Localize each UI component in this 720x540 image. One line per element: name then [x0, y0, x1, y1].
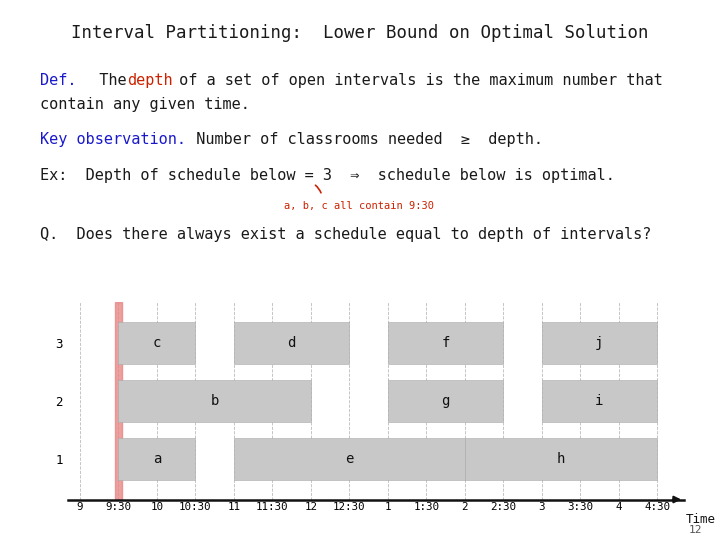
Text: Q.  Does there always exist a schedule equal to depth of intervals?: Q. Does there always exist a schedule eq…: [40, 227, 651, 242]
Bar: [541, 322, 657, 364]
Bar: [118, 322, 195, 364]
Text: f: f: [441, 336, 450, 350]
FancyArrowPatch shape: [315, 185, 321, 193]
Text: d: d: [287, 336, 296, 350]
Bar: [388, 380, 503, 422]
Text: Time: Time: [685, 514, 716, 526]
Text: b: b: [210, 394, 219, 408]
Bar: [464, 438, 657, 480]
Bar: [118, 438, 195, 480]
Text: e: e: [345, 452, 354, 466]
Text: Interval Partitioning:  Lower Bound on Optimal Solution: Interval Partitioning: Lower Bound on Op…: [71, 24, 649, 42]
Bar: [115, 302, 122, 500]
Text: g: g: [441, 394, 450, 408]
Text: a, b, c all contain 9:30: a, b, c all contain 9:30: [284, 201, 434, 211]
Text: j: j: [595, 336, 603, 350]
Text: i: i: [595, 394, 603, 408]
Bar: [388, 322, 503, 364]
Text: h: h: [557, 452, 565, 466]
Bar: [234, 438, 464, 480]
Text: The: The: [81, 73, 136, 88]
Bar: [541, 380, 657, 422]
Text: 12: 12: [688, 524, 702, 535]
Text: c: c: [153, 336, 161, 350]
Text: of a set of open intervals is the maximum number that: of a set of open intervals is the maximu…: [170, 73, 662, 88]
Text: a: a: [153, 452, 161, 466]
Bar: [234, 322, 349, 364]
Text: contain any given time.: contain any given time.: [40, 97, 249, 112]
Text: Key observation.: Key observation.: [40, 132, 186, 147]
Text: depth: depth: [127, 73, 172, 88]
Text: Number of classrooms needed  ≥  depth.: Number of classrooms needed ≥ depth.: [178, 132, 543, 147]
Text: Def.: Def.: [40, 73, 76, 88]
Text: Ex:  Depth of schedule below = 3  ⇒  schedule below is optimal.: Ex: Depth of schedule below = 3 ⇒ schedu…: [40, 168, 614, 184]
Bar: [118, 380, 311, 422]
